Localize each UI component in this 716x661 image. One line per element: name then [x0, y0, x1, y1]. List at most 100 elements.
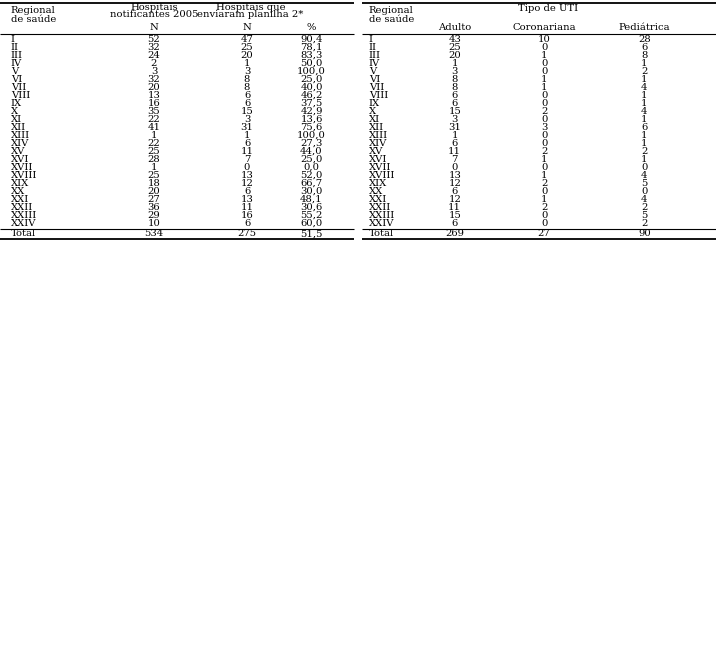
Text: XVIII: XVIII [11, 171, 37, 180]
Text: 41: 41 [147, 123, 160, 132]
Text: 12: 12 [241, 179, 253, 188]
Text: Regional: Regional [369, 7, 414, 15]
Text: 4: 4 [641, 171, 648, 180]
Text: 20: 20 [241, 51, 253, 60]
Text: XV: XV [369, 147, 383, 156]
Text: 6: 6 [452, 219, 458, 228]
Text: III: III [369, 51, 381, 60]
Text: %: % [306, 23, 316, 32]
Text: XII: XII [11, 123, 26, 132]
Text: 12: 12 [448, 179, 461, 188]
Text: I: I [369, 35, 373, 44]
Text: XVI: XVI [11, 155, 29, 164]
Text: XVII: XVII [11, 163, 33, 172]
Text: 22: 22 [147, 115, 160, 124]
Text: 51,5: 51,5 [300, 229, 323, 238]
Text: 10: 10 [147, 219, 160, 228]
Text: 7: 7 [452, 155, 458, 164]
Text: XI: XI [11, 115, 22, 124]
Text: 1: 1 [641, 131, 648, 140]
Text: IX: IX [11, 99, 22, 108]
Text: V: V [369, 67, 376, 76]
Text: 10: 10 [538, 35, 551, 44]
Text: 52,0: 52,0 [300, 171, 323, 180]
Text: XXIV: XXIV [369, 219, 395, 228]
Text: 30,6: 30,6 [300, 203, 323, 212]
Text: 1: 1 [243, 59, 251, 68]
Text: 269: 269 [445, 229, 464, 238]
Text: 0: 0 [541, 131, 547, 140]
Text: XIX: XIX [11, 179, 29, 188]
Text: 1: 1 [541, 83, 548, 92]
Text: 0: 0 [541, 187, 547, 196]
Text: 2: 2 [541, 203, 547, 212]
Text: 5: 5 [642, 211, 647, 220]
Text: XIX: XIX [369, 179, 387, 188]
Text: 27: 27 [538, 229, 551, 238]
Text: 1: 1 [641, 91, 648, 100]
Text: XV: XV [11, 147, 25, 156]
Text: XXIII: XXIII [369, 211, 395, 220]
Text: 2: 2 [151, 59, 157, 68]
Text: 2: 2 [642, 203, 647, 212]
Text: 3: 3 [244, 115, 250, 124]
Text: 27,3: 27,3 [300, 139, 323, 148]
Text: 534: 534 [145, 229, 163, 238]
Text: 8: 8 [452, 83, 458, 92]
Text: 0: 0 [541, 139, 547, 148]
Text: 75,6: 75,6 [300, 123, 323, 132]
Text: IV: IV [369, 59, 380, 68]
Text: 32: 32 [147, 43, 160, 52]
Text: 6: 6 [244, 99, 250, 108]
Text: 47: 47 [241, 35, 253, 44]
Text: Tipo de UTI: Tipo de UTI [518, 5, 578, 13]
Text: 1: 1 [641, 115, 648, 124]
Text: 55,2: 55,2 [300, 211, 323, 220]
Text: 0: 0 [541, 43, 547, 52]
Text: 6: 6 [244, 187, 250, 196]
Text: 50,0: 50,0 [300, 59, 323, 68]
Text: II: II [369, 43, 377, 52]
Text: XXII: XXII [369, 203, 391, 212]
Text: 43: 43 [448, 35, 461, 44]
Text: X: X [11, 107, 18, 116]
Text: 27: 27 [147, 195, 160, 204]
Text: 2: 2 [541, 107, 547, 116]
Text: 6: 6 [452, 91, 458, 100]
Text: XVIII: XVIII [369, 171, 395, 180]
Text: 275: 275 [238, 229, 256, 238]
Text: 13: 13 [241, 171, 253, 180]
Text: 1: 1 [541, 51, 548, 60]
Text: 4: 4 [641, 195, 648, 204]
Text: 1: 1 [641, 139, 648, 148]
Text: 78,1: 78,1 [300, 43, 323, 52]
Text: 0: 0 [541, 211, 547, 220]
Text: enviaram planilha 2*: enviaram planilha 2* [198, 10, 304, 19]
Text: 6: 6 [642, 43, 647, 52]
Text: 1: 1 [641, 99, 648, 108]
Text: 3: 3 [452, 67, 458, 76]
Text: 48,1: 48,1 [300, 195, 323, 204]
Text: 6: 6 [244, 219, 250, 228]
Text: 4: 4 [641, 83, 648, 92]
Text: XXII: XXII [11, 203, 33, 212]
Text: 1: 1 [150, 163, 158, 172]
Text: 6: 6 [452, 99, 458, 108]
Text: 37,5: 37,5 [300, 99, 323, 108]
Text: 0: 0 [541, 99, 547, 108]
Text: 25: 25 [147, 147, 160, 156]
Text: 46,2: 46,2 [300, 91, 323, 100]
Text: 25: 25 [147, 171, 160, 180]
Text: VI: VI [369, 75, 380, 84]
Text: 6: 6 [452, 139, 458, 148]
Text: 0: 0 [452, 163, 458, 172]
Text: notificantes 2005: notificantes 2005 [110, 10, 198, 19]
Text: 15: 15 [448, 107, 461, 116]
Text: III: III [11, 51, 23, 60]
Text: 36: 36 [147, 203, 160, 212]
Text: N: N [243, 23, 251, 32]
Text: XX: XX [11, 187, 25, 196]
Text: 66,7: 66,7 [301, 179, 322, 188]
Text: 40,0: 40,0 [300, 83, 323, 92]
Text: 16: 16 [147, 99, 160, 108]
